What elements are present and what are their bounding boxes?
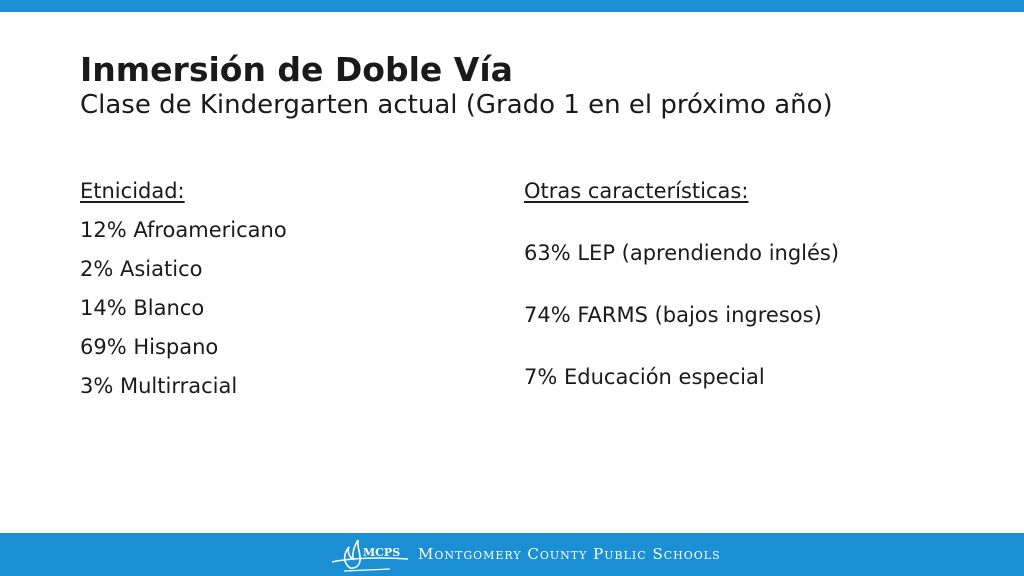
ethnicity-item-african-american: 12% Afroamericano (80, 218, 287, 242)
ethnicity-item-white: 14% Blanco (80, 296, 205, 320)
mcps-logo: MCPS (331, 539, 409, 572)
top-accent-bar (0, 0, 1024, 12)
other-characteristics-heading: Otras características: (524, 179, 749, 203)
ethnicity-item-asian: 2% Asiatico (80, 257, 203, 281)
slide-subtitle: Clase de Kindergarten actual (Grado 1 en… (80, 90, 833, 120)
other-item-lep: 63% LEP (aprendiendo inglés) (524, 241, 840, 265)
footer-bar: MCPS Montgomery County Public Schools (0, 533, 1024, 576)
other-item-farms: 74% FARMS (bajos ingresos) (524, 303, 822, 327)
flame-icon (343, 539, 361, 569)
ethnicity-section: Etnicidad: 12% Afroamericano 2% Asiatico… (80, 172, 287, 406)
ethnicity-item-multiracial: 3% Multirracial (80, 374, 238, 398)
logo-swoosh (331, 557, 409, 563)
ethnicity-item-hispanic: 69% Hispano (80, 335, 219, 359)
footer-org-name: Montgomery County Public Schools (418, 545, 721, 563)
ethnicity-heading: Etnicidad: (80, 179, 185, 203)
logo-underline (343, 568, 391, 572)
other-characteristics-section: Otras características: 63% LEP (aprendie… (524, 172, 839, 397)
other-item-special-education: 7% Educación especial (524, 365, 765, 389)
slide-title: Inmersión de Doble Vía (80, 50, 513, 89)
logo-text: MCPS (363, 546, 400, 559)
